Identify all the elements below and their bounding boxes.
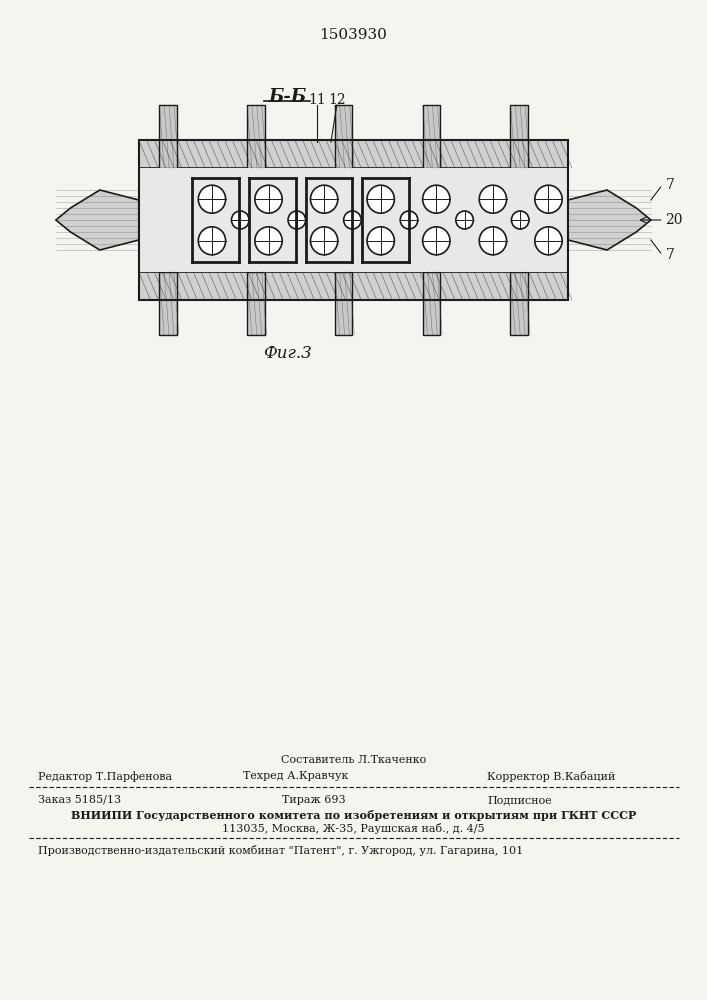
Text: 113035, Москва, Ж-35, Раушская наб., д. 4/5: 113035, Москва, Ж-35, Раушская наб., д. … (222, 823, 485, 834)
Polygon shape (568, 190, 651, 250)
Circle shape (310, 227, 338, 255)
Bar (335, 272, 352, 335)
Bar (139, 272, 568, 300)
Circle shape (310, 185, 338, 213)
Circle shape (255, 185, 282, 213)
Circle shape (479, 227, 506, 255)
Text: 12: 12 (328, 93, 346, 107)
Circle shape (288, 211, 305, 229)
Text: Корректор В.Кабаций: Корректор В.Кабаций (487, 771, 615, 782)
Circle shape (534, 185, 562, 213)
Circle shape (231, 211, 249, 229)
Circle shape (423, 227, 450, 255)
Text: ВНИИПИ Государственного комитета по изобретениям и открытиям при ГКНТ СССР: ВНИИПИ Государственного комитета по изоб… (71, 810, 636, 821)
Text: Подписное: Подписное (487, 795, 551, 805)
Bar (510, 105, 528, 168)
Bar (139, 140, 568, 300)
Text: Б-Б: Б-Б (268, 88, 306, 106)
Text: 20: 20 (665, 213, 682, 227)
Text: Редактор Т.Парфенова: Редактор Т.Парфенова (38, 771, 173, 782)
Bar (139, 140, 568, 168)
Bar (159, 105, 177, 168)
Text: 7: 7 (666, 178, 675, 192)
Text: 7: 7 (666, 248, 675, 262)
Text: Тираж 693: Тираж 693 (282, 795, 346, 805)
Bar (247, 105, 264, 168)
Circle shape (511, 211, 529, 229)
Text: Заказ 5185/13: Заказ 5185/13 (38, 795, 122, 805)
Polygon shape (56, 190, 139, 250)
Circle shape (367, 185, 395, 213)
Circle shape (367, 227, 395, 255)
Text: 1503930: 1503930 (320, 28, 387, 42)
Text: Фиг.3: Фиг.3 (263, 345, 312, 362)
Text: Составитель Л.Ткаченко: Составитель Л.Ткаченко (281, 755, 426, 765)
Bar (247, 272, 264, 335)
Circle shape (198, 185, 226, 213)
Bar (139, 168, 568, 272)
Text: 11: 11 (308, 93, 326, 107)
Circle shape (479, 185, 506, 213)
Circle shape (456, 211, 474, 229)
Bar (423, 105, 440, 168)
Text: Производственно-издательский комбинат "Патент", г. Ужгород, ул. Гагарина, 101: Производственно-издательский комбинат "П… (38, 845, 524, 856)
Bar (159, 272, 177, 335)
Circle shape (423, 185, 450, 213)
Bar (423, 272, 440, 335)
Circle shape (198, 227, 226, 255)
Circle shape (344, 211, 361, 229)
Circle shape (400, 211, 418, 229)
Circle shape (534, 227, 562, 255)
Text: Техред А.Кравчук: Техред А.Кравчук (243, 771, 349, 781)
Bar (335, 105, 352, 168)
Bar (510, 272, 528, 335)
Circle shape (255, 227, 282, 255)
